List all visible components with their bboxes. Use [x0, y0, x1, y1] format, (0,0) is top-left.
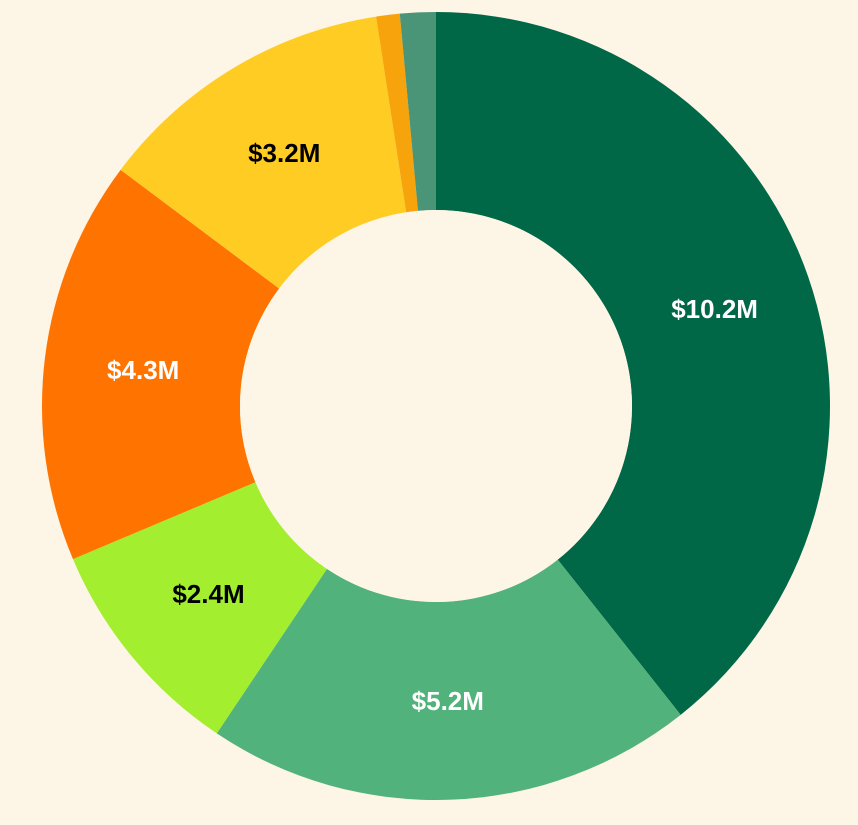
donut-slice-4	[120, 16, 407, 289]
slice-label-4: $3.2M	[248, 138, 320, 168]
slice-label-2: $2.4M	[172, 579, 244, 609]
labels-layer: $10.2M $5.2M $2.4M $4.3M $3.2M	[107, 138, 758, 716]
donut-slice-1	[216, 559, 681, 800]
slice-label-0: $10.2M	[671, 294, 758, 324]
slices-layer	[42, 12, 830, 800]
slice-label-3: $4.3M	[107, 355, 179, 385]
donut-slice-3	[42, 169, 280, 560]
donut-slice-5	[376, 13, 418, 213]
donut-slice-2	[72, 482, 327, 734]
donut-slice-0	[436, 12, 830, 715]
donut-slice-6	[399, 12, 436, 211]
slice-label-1: $5.2M	[412, 686, 484, 716]
donut-hole	[240, 210, 632, 602]
